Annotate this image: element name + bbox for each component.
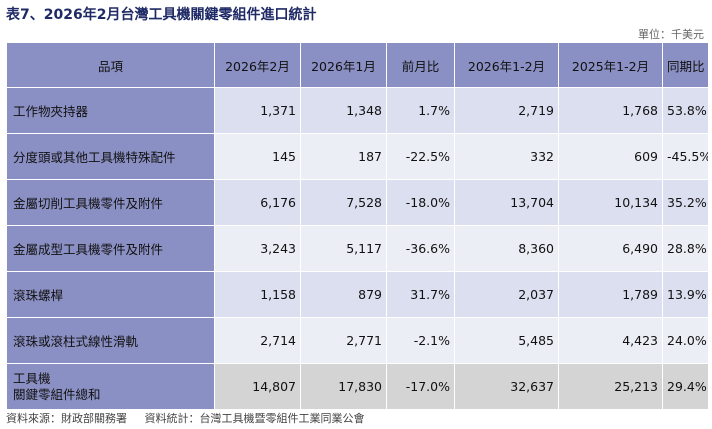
cell-ytd-2026: 5,485 xyxy=(454,317,559,364)
header-yoy: 同期比 xyxy=(662,42,709,88)
cell-mom: -18.0% xyxy=(386,179,455,226)
row-name: 分度頭或其他工具機特殊配件 xyxy=(6,133,215,180)
cell-feb-2026: 3,243 xyxy=(214,225,301,272)
cell-feb-2026: 1,158 xyxy=(214,271,301,318)
cell-yoy: 24.0% xyxy=(662,317,709,364)
total-name-line2: 關鍵零組件總和 xyxy=(13,386,101,402)
total-row-name: 工具機 關鍵零組件總和 xyxy=(6,363,215,410)
unit-label: 單位：千美元 xyxy=(638,28,704,41)
table-row: 滾珠螺桿 1,158 879 31.7% 2,037 1,789 13.9% xyxy=(6,271,709,318)
header-jan-2026: 2026年1月 xyxy=(300,42,387,88)
total-mom: -17.0% xyxy=(386,363,455,410)
row-name: 金屬成型工具機零件及附件 xyxy=(6,225,215,272)
footer-notes: 資料來源：財政部關務署 資料統計：台灣工具機暨零組件工業同業公會 xyxy=(6,410,379,426)
cell-ytd-2025: 1,789 xyxy=(558,271,663,318)
cell-feb-2026: 2,714 xyxy=(214,317,301,364)
table-row: 金屬成型工具機零件及附件 3,243 5,117 -36.6% 8,360 6,… xyxy=(6,225,709,272)
cell-feb-2026: 145 xyxy=(214,133,301,180)
cell-jan-2026: 5,117 xyxy=(300,225,387,272)
cell-mom: -22.5% xyxy=(386,133,455,180)
cell-mom: 1.7% xyxy=(386,87,455,134)
cell-feb-2026: 6,176 xyxy=(214,179,301,226)
cell-ytd-2026: 8,360 xyxy=(454,225,559,272)
header-item: 品項 xyxy=(6,42,215,88)
cell-ytd-2025: 6,490 xyxy=(558,225,663,272)
row-name: 工作物夾持器 xyxy=(6,87,215,134)
cell-yoy: -45.5% xyxy=(662,133,709,180)
cell-mom: -2.1% xyxy=(386,317,455,364)
table-row: 金屬切削工具機零件及附件 6,176 7,528 -18.0% 13,704 1… xyxy=(6,179,709,226)
import-statistics-table: 品項 2026年2月 2026年1月 前月比 2026年1-2月 2025年1-… xyxy=(6,42,709,410)
table-title: 表7、2026年2月台灣工具機關鍵零組件進口統計 xyxy=(6,7,317,23)
table-row: 工作物夾持器 1,371 1,348 1.7% 2,719 1,768 53.8… xyxy=(6,87,709,134)
table-row: 滾珠或滾柱式線性滑軌 2,714 2,771 -2.1% 5,485 4,423… xyxy=(6,317,709,364)
table-row: 分度頭或其他工具機特殊配件 145 187 -22.5% 332 609 -45… xyxy=(6,133,709,180)
cell-yoy: 53.8% xyxy=(662,87,709,134)
cell-jan-2026: 2,771 xyxy=(300,317,387,364)
cell-jan-2026: 879 xyxy=(300,271,387,318)
header-mom: 前月比 xyxy=(386,42,455,88)
total-feb-2026: 14,807 xyxy=(214,363,301,410)
header-ytd-2025: 2025年1-2月 xyxy=(558,42,663,88)
cell-feb-2026: 1,371 xyxy=(214,87,301,134)
total-name-line1: 工具機 xyxy=(13,370,51,386)
cell-ytd-2026: 13,704 xyxy=(454,179,559,226)
cell-yoy: 13.9% xyxy=(662,271,709,318)
header-row: 品項 2026年2月 2026年1月 前月比 2026年1-2月 2025年1-… xyxy=(6,42,709,88)
cell-yoy: 28.8% xyxy=(662,225,709,272)
cell-mom: -36.6% xyxy=(386,225,455,272)
header-ytd-2026: 2026年1-2月 xyxy=(454,42,559,88)
header-feb-2026: 2026年2月 xyxy=(214,42,301,88)
cell-ytd-2025: 10,134 xyxy=(558,179,663,226)
row-name: 滾珠螺桿 xyxy=(6,271,215,318)
cell-ytd-2025: 609 xyxy=(558,133,663,180)
row-name: 金屬切削工具機零件及附件 xyxy=(6,179,215,226)
cell-ytd-2026: 2,719 xyxy=(454,87,559,134)
total-ytd-2025: 25,213 xyxy=(558,363,663,410)
cell-ytd-2025: 1,768 xyxy=(558,87,663,134)
cell-jan-2026: 187 xyxy=(300,133,387,180)
cell-mom: 31.7% xyxy=(386,271,455,318)
total-yoy: 29.4% xyxy=(662,363,709,410)
total-ytd-2026: 32,637 xyxy=(454,363,559,410)
cell-jan-2026: 1,348 xyxy=(300,87,387,134)
cell-ytd-2026: 332 xyxy=(454,133,559,180)
cell-jan-2026: 7,528 xyxy=(300,179,387,226)
total-row: 工具機 關鍵零組件總和 14,807 17,830 -17.0% 32,637 2… xyxy=(6,363,709,410)
cell-ytd-2026: 2,037 xyxy=(454,271,559,318)
cell-ytd-2025: 4,423 xyxy=(558,317,663,364)
source-note: 資料來源：財政部關務署 xyxy=(6,412,127,425)
row-name: 滾珠或滾柱式線性滑軌 xyxy=(6,317,215,364)
stats-note: 資料統計：台灣工具機暨零組件工業同業公會 xyxy=(144,412,365,425)
total-jan-2026: 17,830 xyxy=(300,363,387,410)
cell-yoy: 35.2% xyxy=(662,179,709,226)
